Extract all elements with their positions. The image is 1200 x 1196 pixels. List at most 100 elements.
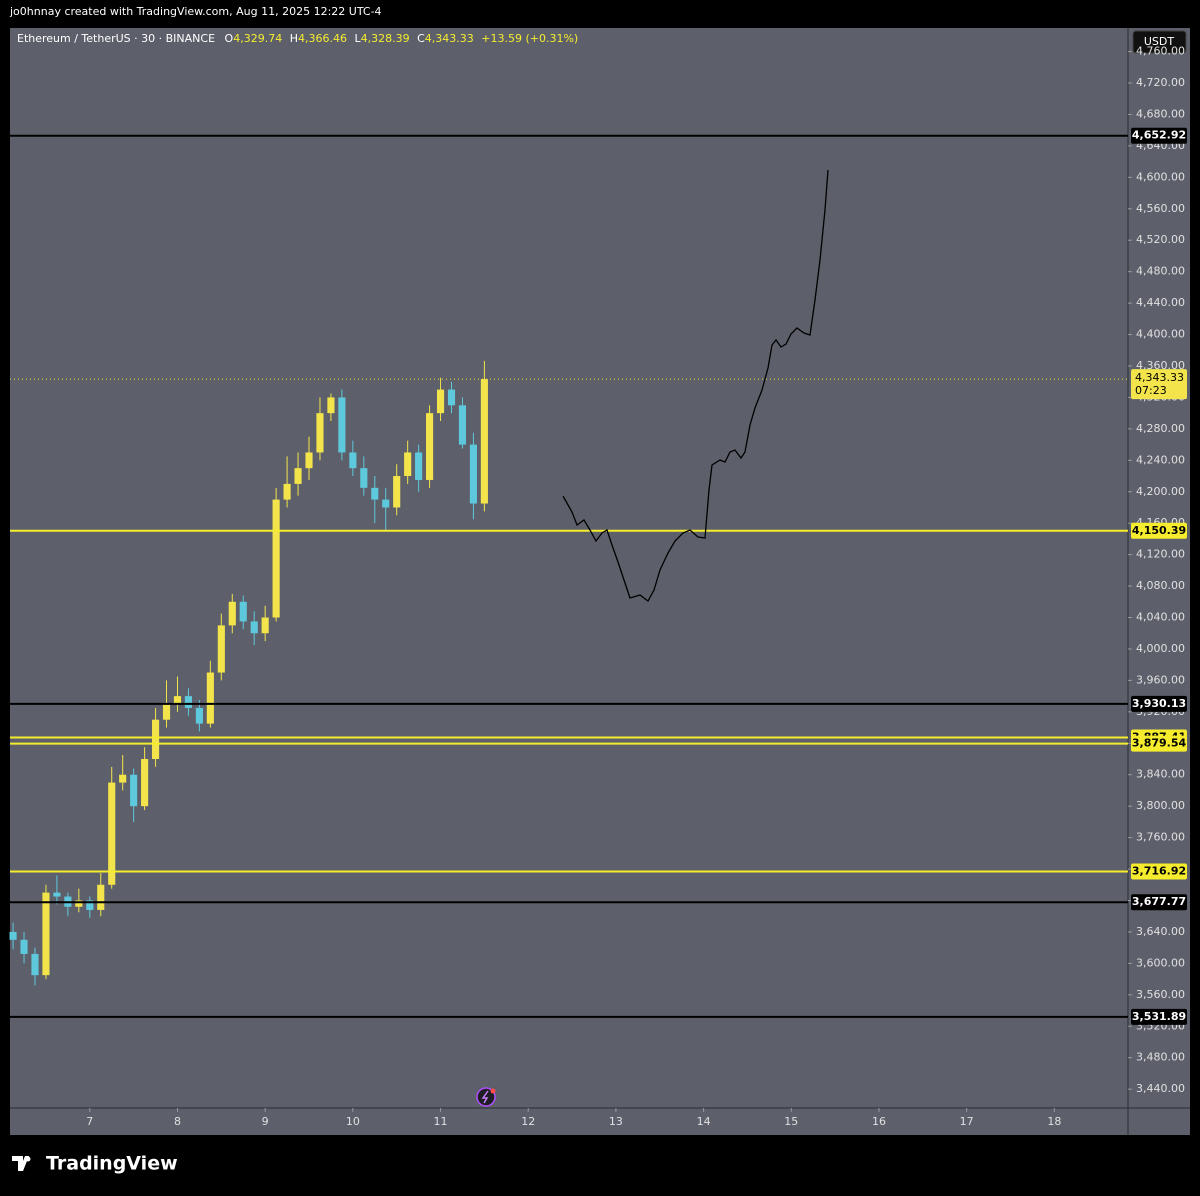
candle-body: [97, 884, 105, 910]
candle-body: [338, 397, 346, 453]
candle-body: [184, 696, 193, 708]
candle-body: [130, 774, 138, 807]
level-label: 3,677.77: [1132, 895, 1186, 908]
y-tick-label: 4,400.00: [1136, 328, 1185, 341]
level-label: 3,930.13: [1132, 697, 1186, 710]
y-tick-label: 3,600.00: [1136, 956, 1185, 969]
x-tick-label: 11: [434, 1115, 448, 1128]
x-tick-label: 8: [174, 1115, 181, 1128]
symbol-info: Ethereum / TetherUS · 30 · BINANCE O4,32…: [17, 32, 578, 45]
last-price-box: [1131, 369, 1187, 400]
x-tick-label: 14: [697, 1115, 711, 1128]
change: +13.59 (+0.31%): [481, 32, 578, 45]
logo-mark: [12, 1156, 29, 1171]
candle-body: [42, 892, 50, 976]
candle-body: [415, 452, 423, 480]
y-tick-label: 3,840.00: [1136, 768, 1185, 781]
time-axis: [10, 1108, 1190, 1135]
x-tick-label: 18: [1047, 1115, 1061, 1128]
y-tick-label: 4,280.00: [1136, 422, 1185, 435]
level-label-box: [1131, 735, 1187, 752]
candle-body: [250, 621, 258, 634]
level-label-box: [1131, 127, 1187, 144]
candle-body: [272, 499, 280, 618]
currency-button[interactable]: [1132, 30, 1187, 54]
candle-body: [20, 939, 28, 954]
candle-body: [480, 379, 488, 504]
y-tick-label: 3,560.00: [1136, 988, 1185, 1001]
y-tick-label: 4,000.00: [1136, 642, 1185, 655]
countdown: 07:23: [1135, 384, 1167, 397]
candle-body: [119, 774, 127, 783]
y-tick-label: 4,040.00: [1136, 611, 1185, 624]
y-tick-label: 3,440.00: [1136, 1082, 1185, 1095]
y-tick-label: 4,520.00: [1136, 233, 1185, 246]
candle-body: [9, 931, 17, 940]
y-tick-label: 4,080.00: [1136, 579, 1185, 592]
brand: TradingView: [46, 1153, 178, 1175]
candle-body: [195, 707, 203, 724]
currency[interactable]: USDT: [1144, 35, 1175, 48]
candle-body: [327, 397, 335, 414]
y-tick-label: 4,760.00: [1136, 45, 1185, 58]
y-tick-label: 3,960.00: [1136, 673, 1185, 686]
candle-body: [393, 476, 401, 508]
y-tick-label: 4,200.00: [1136, 485, 1185, 498]
y-tick-label: 4,120.00: [1136, 548, 1185, 561]
level-label-box: [1131, 1008, 1187, 1025]
y-tick-label: 4,440.00: [1136, 296, 1185, 309]
x-tick-label: 9: [262, 1115, 269, 1128]
candle-body: [151, 719, 160, 760]
ohlc-key: O: [225, 32, 234, 45]
level-label-box: [1131, 894, 1187, 911]
candle-body: [458, 405, 467, 445]
event-icon[interactable]: [476, 1087, 496, 1107]
candle-body: [349, 452, 357, 469]
x-tick-label: 15: [784, 1115, 798, 1128]
y-tick-label: 4,680.00: [1136, 107, 1185, 120]
level-label-box: [1131, 695, 1187, 712]
candle-body: [239, 601, 247, 622]
ohlc-key: L: [354, 32, 361, 45]
ohlc-value: 4,328.39: [361, 32, 410, 45]
x-tick-label: 13: [609, 1115, 623, 1128]
candle-body: [436, 389, 445, 414]
candle-body: [447, 389, 456, 406]
event-dot: [490, 1088, 496, 1094]
level-label: 4,150.39: [1132, 524, 1186, 537]
y-tick-label: 4,560.00: [1136, 202, 1185, 215]
candle-body: [316, 413, 324, 453]
candle-body: [382, 499, 390, 508]
level-label: 3,716.92: [1132, 864, 1186, 877]
candle-body: [294, 468, 302, 484]
x-tick-label: 17: [960, 1115, 974, 1128]
ohlc-key: H: [290, 32, 298, 45]
level-label: 3,879.54: [1132, 737, 1187, 750]
candle-body: [162, 703, 171, 720]
logo: [12, 1156, 31, 1171]
x-tick-label: 10: [346, 1115, 360, 1128]
level-label: 3,531.89: [1132, 1010, 1186, 1023]
candle-body: [53, 892, 61, 897]
event-icon-bolt: [481, 1090, 489, 1104]
candle-body: [75, 900, 83, 907]
candle-body: [469, 444, 477, 504]
candle-body: [217, 625, 225, 673]
candle-body: [141, 759, 149, 807]
candle-body: [206, 672, 214, 724]
candle-body: [228, 601, 236, 626]
ohlc-key: C: [417, 32, 425, 45]
last-price-label: 4,343.33: [1135, 371, 1184, 384]
plot-area: [10, 28, 1128, 1108]
candle-body: [261, 617, 269, 634]
y-tick-label: 3,640.00: [1136, 925, 1185, 938]
y-tick-label: 3,760.00: [1136, 831, 1185, 844]
x-tick-label: 16: [872, 1115, 886, 1128]
candle-body: [426, 413, 434, 480]
candle-body: [360, 468, 368, 488]
price-axis: [1128, 28, 1190, 1108]
candle-body: [86, 900, 94, 910]
y-tick-label: 4,720.00: [1136, 76, 1185, 89]
